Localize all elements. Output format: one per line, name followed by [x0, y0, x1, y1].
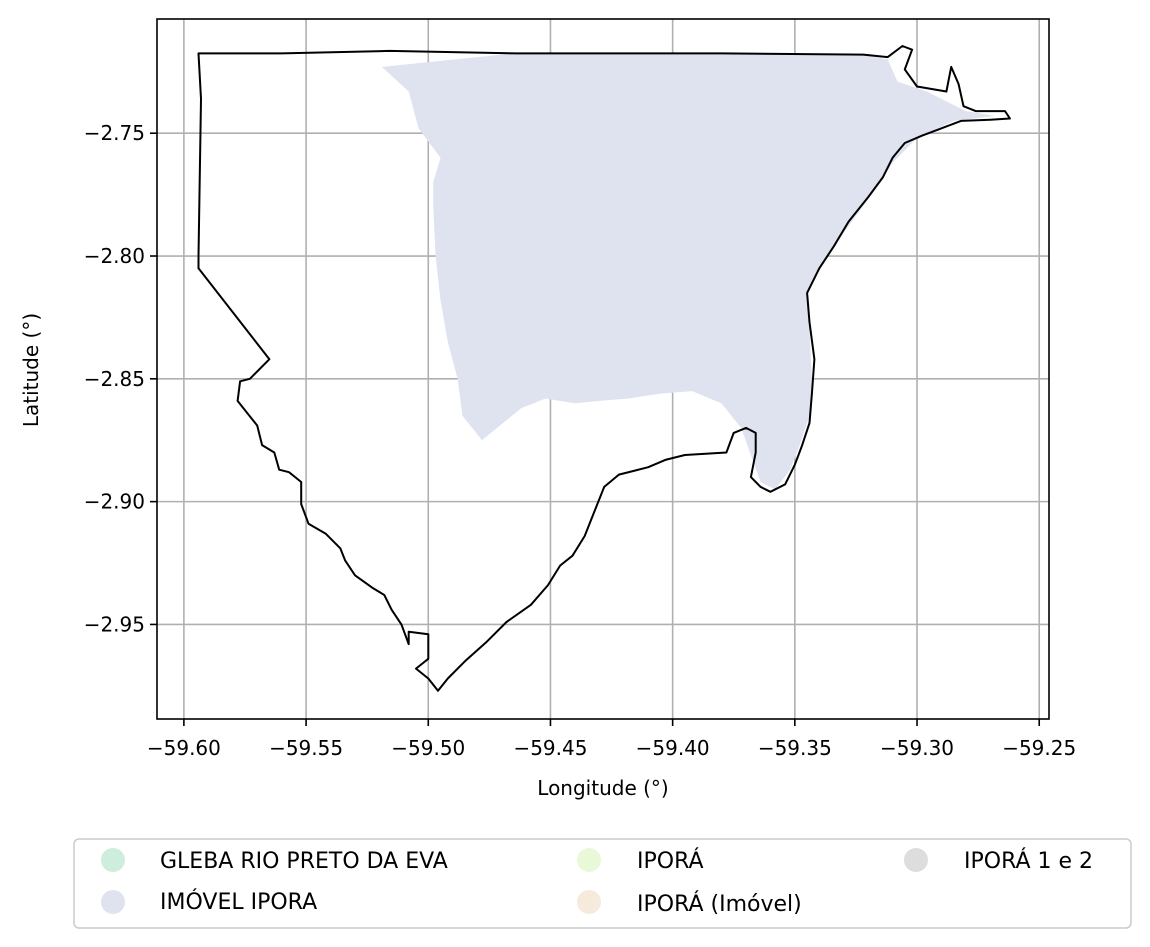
plot-frame [156, 18, 1050, 720]
x-axis-label: Longitude (°) [537, 776, 668, 800]
x-tick-label: −59.60 [147, 736, 221, 760]
legend-marker-ipora [577, 848, 601, 872]
x-tick-label: −59.40 [636, 736, 710, 760]
legend-marker-gleba-rio-preto-da-eva [101, 848, 125, 872]
x-tick-label: −59.55 [269, 736, 343, 760]
y-tick-label: −2.80 [84, 244, 145, 268]
y-tick-label: −2.90 [84, 490, 145, 514]
imovel-ipora-area [381, 53, 996, 490]
legend-label-ipora-1-e-2: IPORÁ 1 e 2 [964, 848, 1093, 874]
legend-marker-ipora-1-e-2 [904, 848, 928, 872]
y-tick-label: −2.85 [84, 367, 145, 391]
legend-label-imovel-ipora: IMÓVEL IPORA [160, 889, 317, 915]
legend-label-ipora-imovel: IPORÁ (Imóvel) [637, 891, 802, 917]
x-tick-label: −59.45 [513, 736, 587, 760]
legend-marker-imovel-ipora [101, 890, 125, 914]
x-tick-label: −59.35 [758, 736, 832, 760]
y-axis-label: Latitude (°) [19, 313, 43, 427]
x-tick-label: −59.30 [880, 736, 954, 760]
y-axis-ticks: −2.75 −2.80 −2.85 −2.90 −2.95 [84, 121, 157, 636]
legend-frame [73, 838, 1132, 929]
x-tick-label: −59.25 [1002, 736, 1076, 760]
y-tick-label: −2.95 [84, 612, 145, 636]
x-axis-ticks: −59.60 −59.55 −59.50 −59.45 −59.40 −59.35 −59.… [147, 719, 1076, 760]
municipality-boundary [197, 45, 1011, 692]
x-tick-label: −59.50 [391, 736, 465, 760]
legend: GLEBA RIO PRETO DA EVA IMÓVEL IPORA IPOR… [73, 838, 1132, 929]
y-tick-label: −2.75 [84, 121, 145, 145]
legend-label-ipora: IPORÁ [637, 848, 704, 874]
legend-marker-ipora-imovel [577, 890, 601, 914]
legend-label-gleba-rio-preto-da-eva: GLEBA RIO PRETO DA EVA [160, 849, 448, 874]
